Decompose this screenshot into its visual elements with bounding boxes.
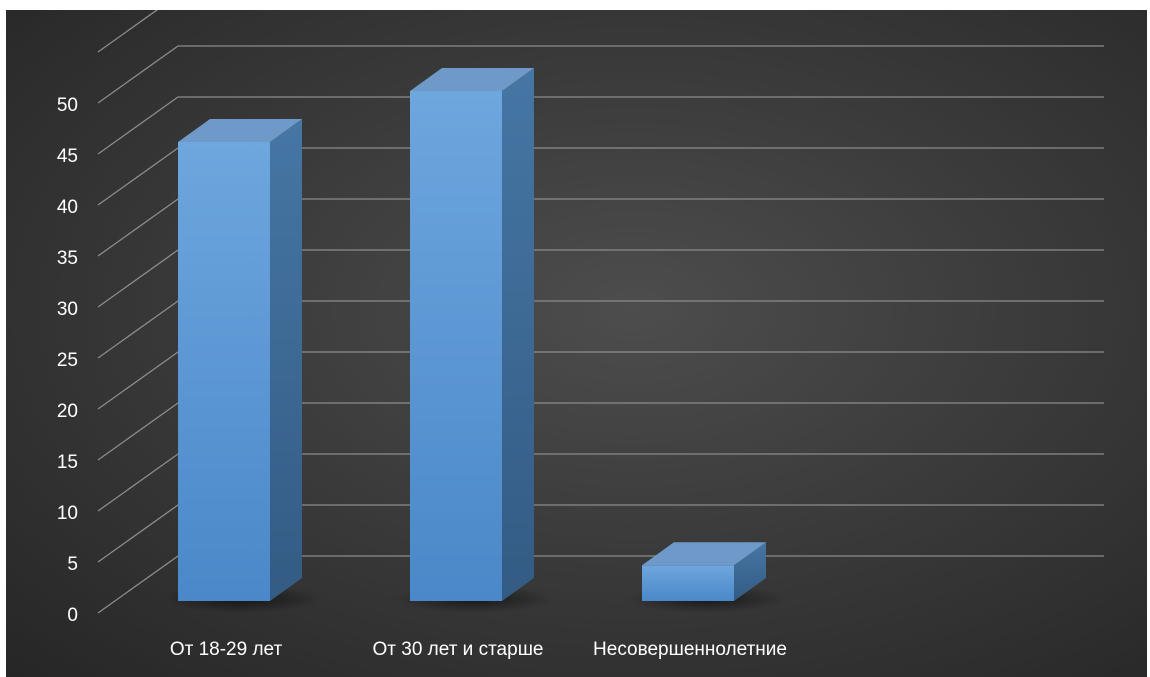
bar-top-face bbox=[178, 119, 302, 142]
bar-side-face bbox=[270, 119, 302, 601]
y-axis-tick-labels: 0 5 10 15 20 25 30 35 40 45 50 bbox=[57, 95, 78, 626]
bar-front-face bbox=[410, 91, 502, 601]
bar-top-face bbox=[642, 542, 766, 566]
y-tick-label: 10 bbox=[57, 503, 78, 524]
bar bbox=[162, 119, 322, 613]
x-category-label: От 18-29 лет bbox=[170, 639, 283, 660]
y-tick-label: 25 bbox=[57, 350, 78, 371]
bar bbox=[626, 542, 786, 613]
bar-chart: 0 5 10 15 20 25 30 35 40 45 50 От 18-29 лет От 30 л… bbox=[57, 10, 1104, 660]
bar-top-face bbox=[410, 68, 534, 91]
y-tick-label: 50 bbox=[57, 95, 78, 116]
chart-area: 0 5 10 15 20 25 30 35 40 45 50 От 18-29 лет От 30 л… bbox=[6, 10, 1147, 677]
bar-side-face bbox=[502, 68, 534, 601]
y-tick-label: 30 bbox=[57, 299, 78, 320]
y-tick-label: 40 bbox=[57, 197, 78, 218]
bar-front-face bbox=[642, 565, 734, 601]
y-tick-label: 20 bbox=[57, 401, 78, 422]
bar bbox=[394, 68, 554, 613]
bars bbox=[162, 68, 786, 613]
gridline bbox=[97, 96, 1104, 155]
gridline bbox=[97, 45, 1104, 104]
bar-front-face bbox=[178, 142, 270, 601]
y-tick-label: 15 bbox=[57, 452, 78, 473]
y-tick-label: 0 bbox=[67, 605, 78, 626]
y-tick-label: 45 bbox=[57, 146, 78, 167]
gridline bbox=[97, 10, 159, 53]
y-tick-label: 35 bbox=[57, 248, 78, 269]
bar-side-face bbox=[734, 542, 766, 601]
y-tick-label: 5 bbox=[67, 554, 78, 575]
x-category-label: От 30 лет и старше bbox=[373, 639, 544, 660]
x-category-label: Несовершеннолетние bbox=[593, 639, 787, 660]
x-axis-category-labels: От 18-29 лет От 30 лет и старше Несовершен… bbox=[170, 639, 787, 660]
